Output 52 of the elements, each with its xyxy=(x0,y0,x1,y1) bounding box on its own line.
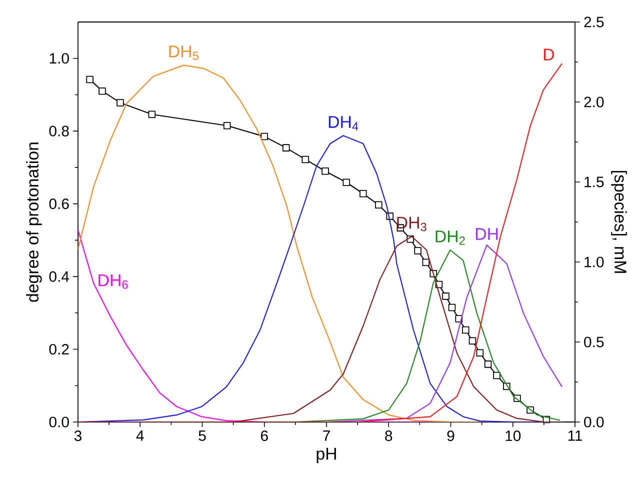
point xyxy=(98,87,106,95)
x-tick-label: 3 xyxy=(74,430,82,442)
x-tick-label: 9 xyxy=(447,430,454,442)
y2-tick-label: 0.0 xyxy=(584,416,604,428)
x-tick-label: 6 xyxy=(260,430,268,442)
y2-tick-label: 2.0 xyxy=(584,96,604,108)
point xyxy=(476,349,484,357)
point xyxy=(302,156,310,164)
y-tick-label: 0.0 xyxy=(49,416,69,428)
y-tick-label: 0.4 xyxy=(49,271,70,282)
point xyxy=(116,99,124,106)
x-tick-label: 11 xyxy=(568,430,582,441)
point xyxy=(375,201,382,209)
x-axis-title: pH xyxy=(316,448,336,464)
x-tick-label: 7 xyxy=(323,430,330,441)
point xyxy=(493,372,500,380)
point xyxy=(422,258,430,266)
y2-axis-title: [species], mM xyxy=(611,170,627,273)
series-label: DH$_{5}$ xyxy=(169,46,198,60)
point xyxy=(468,337,476,345)
point xyxy=(322,167,329,175)
point xyxy=(148,110,156,118)
point xyxy=(462,326,470,334)
x-tick-label: 10 xyxy=(506,430,521,442)
x-tick-label: 8 xyxy=(385,430,392,442)
y-tick-label: 0.8 xyxy=(49,126,69,136)
series-label: DH$_{4}$ xyxy=(328,116,358,130)
point xyxy=(360,190,367,198)
series-label: DH$_{2}$ xyxy=(436,230,465,245)
series-label: DH xyxy=(476,228,498,240)
point xyxy=(442,292,450,300)
y-axis-title: degree of protonation xyxy=(26,142,42,302)
x-tick-label: 5 xyxy=(198,430,206,441)
y2-tick-label: 2.5 xyxy=(584,16,604,28)
point xyxy=(414,247,422,254)
point xyxy=(282,144,290,152)
series-label: D xyxy=(544,48,554,60)
point xyxy=(86,76,94,84)
point xyxy=(342,178,350,186)
series-label: DH$_{6}$ xyxy=(98,274,128,289)
point xyxy=(484,360,492,368)
y-tick-label: 0.2 xyxy=(49,344,69,355)
point xyxy=(223,122,231,130)
point xyxy=(448,304,456,312)
x-tick-label: 4 xyxy=(136,430,144,441)
y2-tick-label: 1.0 xyxy=(584,256,604,268)
y2-tick-label: 1.5 xyxy=(584,176,604,188)
y-tick-label: 1.0 xyxy=(50,53,69,64)
series-label: DH$_{3}$ xyxy=(397,216,426,232)
y-tick-label: 0.6 xyxy=(49,198,69,210)
point xyxy=(260,132,268,140)
y2-tick-label: 0.5 xyxy=(584,336,604,348)
